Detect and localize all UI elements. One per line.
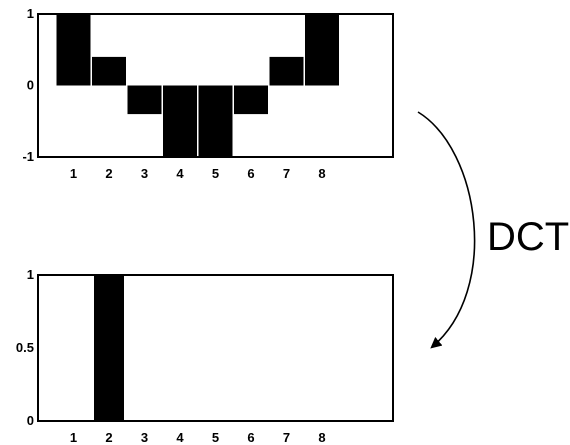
dct-bars — [94, 275, 124, 421]
signal-bar-6 — [234, 85, 268, 115]
dct-label: DCT — [487, 215, 569, 259]
signal-x-tick-label: 2 — [105, 166, 112, 181]
dct-x-tick-label: 3 — [141, 430, 148, 445]
dct-x-ticks: 1 2 3 4 5 6 7 8 — [70, 430, 326, 445]
signal-bar-5 — [198, 85, 233, 157]
transform-arrow — [417, 111, 476, 349]
signal-x-tick-label: 1 — [70, 166, 77, 181]
dct-x-tick-label: 6 — [247, 430, 254, 445]
dct-y-tick-label: 0 — [27, 413, 34, 428]
signal-x-tick-label: 3 — [141, 166, 148, 181]
signal-chart: 1 0 -1 1 2 3 4 5 6 7 8 — [22, 6, 394, 181]
signal-x-tick-label: 4 — [176, 166, 184, 181]
dct-y-tick-label: 1 — [27, 267, 34, 282]
signal-y-tick-label: 1 — [27, 6, 34, 21]
signal-x-tick-label: 7 — [283, 166, 290, 181]
dct-y-ticks: 10.50 — [16, 267, 34, 428]
dct-x-tick-label: 5 — [212, 430, 219, 445]
dct-x-tick-label: 1 — [70, 430, 77, 445]
dct-x-tick-label: 7 — [283, 430, 290, 445]
signal-bar-1 — [56, 14, 91, 86]
signal-x-ticks: 1 2 3 4 5 6 7 8 — [70, 166, 326, 181]
signal-y-ticks: 1 0 -1 — [22, 6, 34, 164]
signal-x-tick-label: 6 — [247, 166, 254, 181]
dct-x-tick-label: 2 — [105, 430, 112, 445]
signal-y-tick-label: -1 — [22, 149, 34, 164]
signal-bar-8 — [305, 14, 339, 86]
signal-bar-7 — [269, 56, 304, 86]
dct-plot-frame — [37, 274, 394, 422]
signal-bar-4 — [163, 85, 197, 157]
dct-bar-2 — [94, 275, 124, 421]
signal-bar-2 — [92, 56, 126, 86]
signal-x-tick-label: 5 — [212, 166, 219, 181]
signal-bar-3 — [127, 85, 162, 115]
dct-x-tick-label: 4 — [176, 430, 184, 445]
signal-bars — [56, 14, 339, 157]
dct-x-tick-label: 8 — [318, 430, 325, 445]
signal-x-tick-label: 8 — [318, 166, 325, 181]
dct-y-tick-label: 0.5 — [16, 340, 34, 355]
signal-y-tick-label: 0 — [27, 78, 34, 93]
